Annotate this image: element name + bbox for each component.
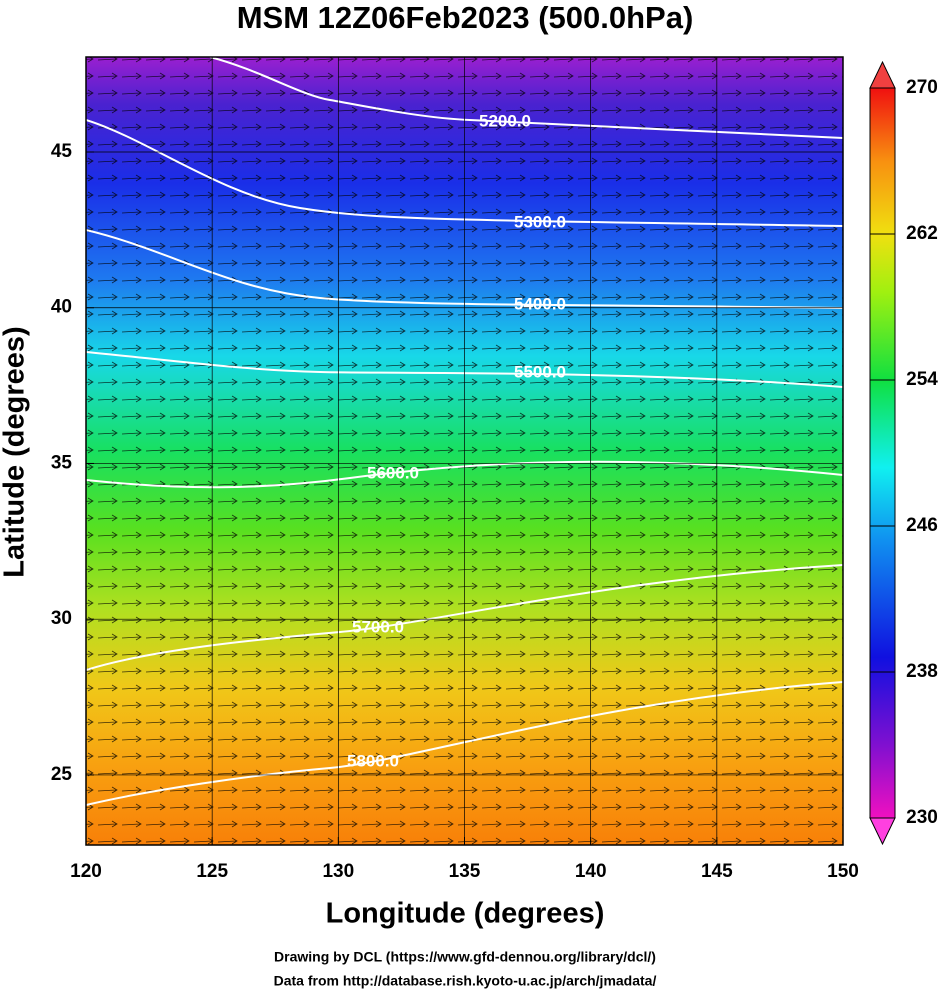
- x-axis-label: Longitude (degrees): [326, 898, 605, 930]
- colorbar-tick-label: 238: [906, 661, 938, 682]
- colorbar: [869, 87, 896, 819]
- y-tick-label: 40: [51, 297, 72, 318]
- x-tick-label: 140: [575, 861, 607, 882]
- contour-label: 5700.0: [352, 617, 404, 636]
- colorbar-tick-label: 254: [906, 369, 938, 390]
- contour-label: 5600.0: [367, 463, 419, 482]
- x-tick-label: 135: [449, 861, 481, 882]
- credit: Data from http://database.rish.kyoto-u.a…: [274, 973, 657, 989]
- colorbar-tick-label: 270: [906, 77, 938, 98]
- contour-line: [86, 351, 843, 388]
- plot-area: [86, 57, 843, 845]
- y-tick-label: 35: [51, 452, 73, 473]
- grid: [86, 57, 843, 845]
- x-tick-label: 120: [70, 861, 102, 882]
- x-tick-label: 150: [827, 861, 859, 882]
- contour-label: 5500.0: [514, 362, 566, 381]
- colorbar-extend-bottom: [869, 817, 896, 846]
- colorbar-tick-label: 246: [906, 515, 938, 536]
- y-tick-label: 25: [51, 764, 73, 785]
- contour-label: 5300.0: [514, 212, 566, 231]
- contour-label: 5800.0: [347, 751, 399, 770]
- contour-line: [86, 229, 843, 309]
- title: MSM 12Z06Feb2023 (500.0hPa): [237, 0, 694, 35]
- y-tick-label: 30: [51, 608, 72, 629]
- x-tick-label: 130: [322, 861, 354, 882]
- x-tick-label: 145: [701, 861, 733, 882]
- y-tick-label: 45: [51, 141, 73, 162]
- contour-line: [86, 564, 843, 671]
- contour-line: [209, 57, 843, 139]
- x-tick-label: 125: [196, 861, 228, 882]
- colorbar-extend-top: [869, 60, 896, 89]
- contour-line: [86, 119, 843, 227]
- colorbar-tick-label: 262: [906, 223, 938, 244]
- colorbar-tick-label: 230: [906, 807, 938, 828]
- contour-line: [86, 460, 843, 489]
- contour-label: 5200.0: [479, 111, 531, 130]
- y-axis-label: Latitude (degrees): [0, 326, 31, 577]
- credit: Drawing by DCL (https://www.gfd-dennou.o…: [274, 949, 656, 965]
- contour-line: [86, 681, 843, 806]
- height-contours: [86, 57, 843, 806]
- contour-labels: 5200.0 5300.0 5400.0 5500.0 5600.0 5700.…: [347, 111, 566, 770]
- contour-label: 5400.0: [514, 294, 566, 313]
